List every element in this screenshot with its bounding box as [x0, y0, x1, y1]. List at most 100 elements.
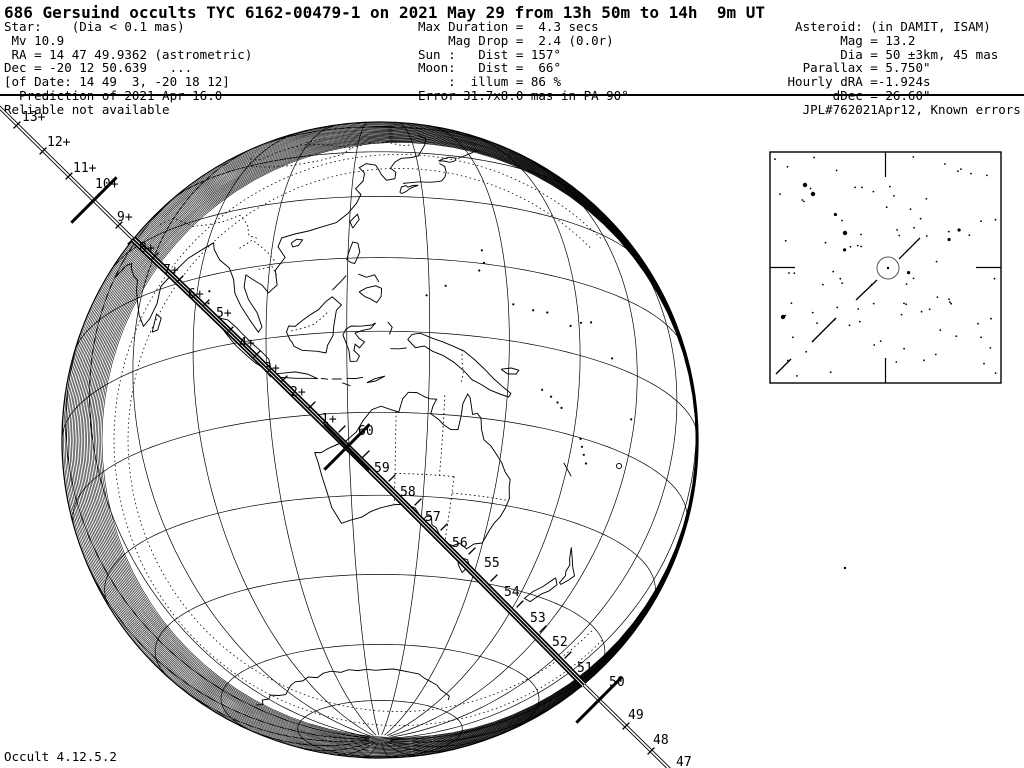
twilight-arcs: [113, 153, 603, 727]
coast-australia: [314, 391, 511, 550]
border-indochina-2: [258, 266, 279, 278]
border-himalaya: [160, 214, 258, 239]
path-label-7+: 7+: [163, 263, 179, 278]
tick-5+: [202, 299, 210, 307]
path-label-5+: 5+: [216, 306, 232, 321]
coast-nz-south: [523, 577, 558, 603]
border-wa-nt: [393, 411, 397, 505]
border-nt-qld: [438, 395, 446, 476]
bright-star: [802, 182, 808, 188]
coast-luzon: [346, 241, 361, 265]
target-star: [886, 266, 890, 270]
bright-star: [842, 230, 848, 236]
limit-tick-50: [575, 676, 623, 724]
fiji-island: [615, 462, 623, 470]
tick-48: [647, 747, 655, 755]
border-indochina-1: [239, 239, 276, 262]
border-baikal: [306, 137, 325, 144]
path-label-3+: 3+: [264, 361, 280, 376]
coast-taiwan: [349, 213, 360, 229]
path-label-57: 57: [425, 510, 441, 525]
coast-new-britain: [500, 367, 520, 375]
path-label-8+: 8+: [139, 241, 155, 256]
path-label-49: 49: [628, 708, 644, 723]
coast-antarctica: [255, 668, 450, 706]
coast-kyushu-shikoku: [399, 184, 419, 195]
header-divider: [0, 94, 1024, 96]
path-label-13+: 13+: [22, 110, 46, 125]
asteroid-motion-segment: [811, 317, 837, 343]
path-label-55: 55: [484, 556, 500, 571]
path-label-51: 51: [577, 661, 593, 676]
coast-palawan: [332, 275, 347, 291]
tick-59: [362, 450, 370, 458]
center-cross-arm2: [323, 423, 371, 471]
coast-borneo: [285, 296, 343, 354]
software-version: Occult 4.12.5.2: [4, 749, 117, 764]
coast-mindanao: [358, 285, 383, 304]
dotted-borders: [160, 137, 508, 542]
coastlines: [114, 134, 576, 706]
path-label-10+: 10+: [95, 177, 119, 192]
tick-52: [539, 625, 547, 633]
coast-bali-lombok: [321, 378, 329, 380]
path-label-59: 59: [374, 461, 390, 476]
tick-49: [622, 722, 630, 730]
target-star-circle: [876, 256, 900, 280]
path-label-1+: 1+: [321, 412, 337, 427]
path-label-11+: 11+: [73, 161, 97, 176]
path-label-50: 50: [609, 675, 625, 690]
tick-8+: [127, 237, 135, 245]
tick-7+: [151, 252, 159, 260]
border-nsw-qld: [451, 492, 508, 501]
asteroid-motion-segment: [775, 358, 792, 375]
page-title: 686 Gersuind occults TYC 6162-00479-1 on…: [4, 3, 765, 22]
island-dots: [207, 249, 633, 470]
limit-tick-10+: [70, 176, 118, 224]
path-label-47: 47: [676, 755, 692, 768]
coast-halmahera: [387, 321, 393, 335]
tick-51: [564, 651, 572, 659]
path-label-52: 52: [552, 635, 568, 650]
coast-visayas: [358, 273, 380, 283]
coast-timor: [366, 375, 386, 384]
path-marks: 13+12+11+10+ 9+ 8+ 7+ 6+ 5+ 4+ 3+ 2+ 1+ 60 59 58 57 56…: [13, 110, 692, 768]
tick-11+: [65, 172, 73, 180]
star-field: [774, 156, 997, 377]
coast-nz-north: [558, 547, 576, 586]
coast-hainan: [290, 238, 304, 248]
path-label-54: 54: [504, 585, 520, 600]
coast-flores: [346, 376, 364, 380]
tick-12+: [39, 147, 47, 155]
border-ne-china: [351, 141, 412, 149]
asteroid-details: Asteroid: (in DAMIT, ISAM) Mag = 13.2 Di…: [787, 19, 1021, 117]
tick-13+: [13, 121, 21, 129]
coast-sulawesi: [342, 322, 376, 362]
bright-star: [810, 191, 816, 197]
bright-star: [780, 314, 786, 320]
tick-54: [490, 574, 498, 582]
path-label-2+: 2+: [290, 385, 306, 400]
path-label-60: 60: [358, 424, 374, 439]
coast-new-guinea: [407, 332, 512, 398]
coast-seram: [390, 347, 407, 350]
coast-sri-lanka: [151, 313, 162, 333]
path-label-56: 56: [452, 536, 468, 551]
tick-56: [440, 523, 448, 531]
coast-sumba: [342, 382, 351, 387]
border-borneo-border: [291, 310, 330, 332]
limb-shading: [63, 122, 699, 758]
border-png-border: [460, 349, 464, 384]
asteroid-motion-segment: [855, 279, 878, 301]
tick-57: [414, 498, 422, 506]
path-label-12+: 12+: [47, 135, 71, 150]
border-nsw-west: [444, 476, 455, 542]
path-label-9+: 9+: [117, 210, 133, 225]
coast-honshu: [402, 162, 447, 184]
tick-4+: [226, 326, 234, 334]
tick-2+: [280, 375, 288, 383]
tick-9+: [115, 221, 123, 229]
tick-3+: [253, 350, 261, 358]
